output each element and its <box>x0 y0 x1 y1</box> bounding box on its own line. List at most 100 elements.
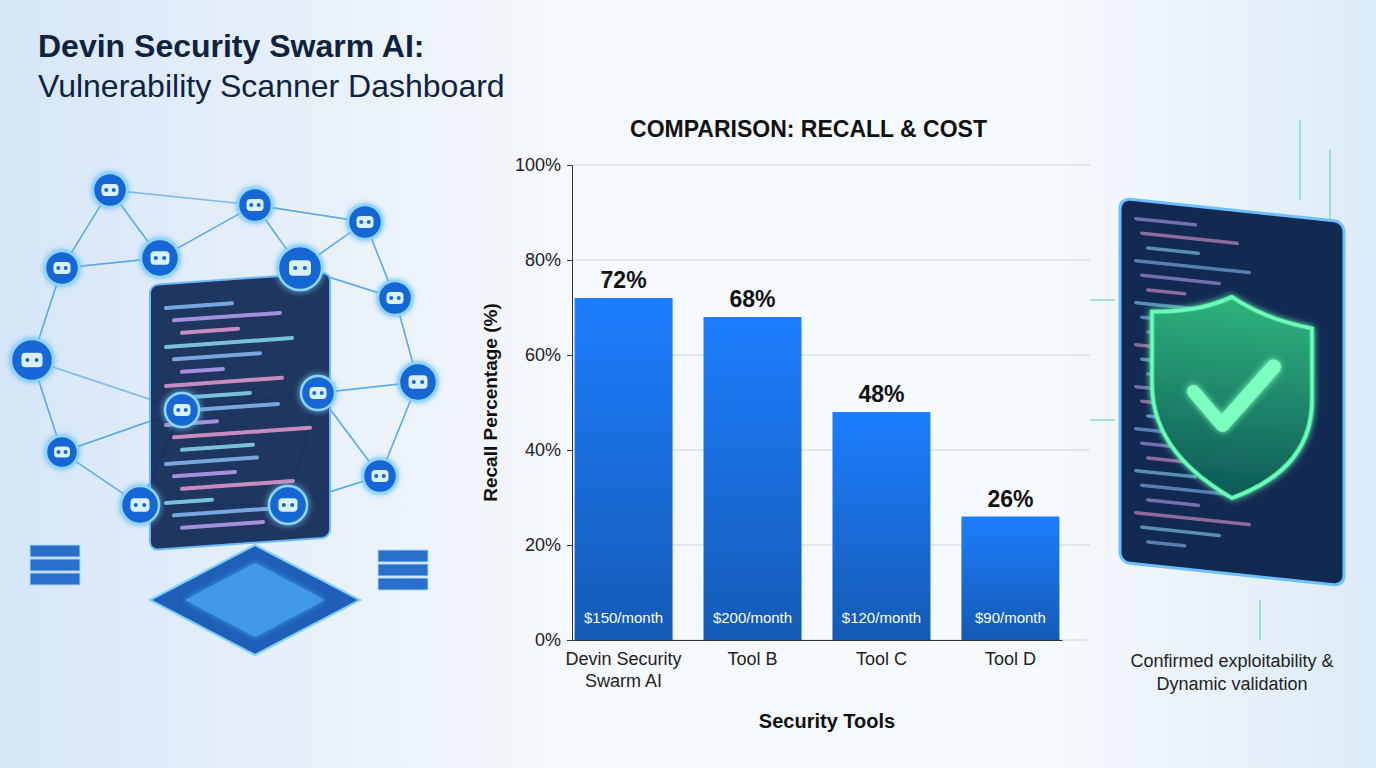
y-axis: 0% 20% 40% 60% 80% 100% <box>515 155 573 650</box>
agent-eye <box>249 203 253 207</box>
y-tick-mark <box>567 260 572 261</box>
agent-circle <box>238 188 272 222</box>
agent-node <box>399 363 437 401</box>
agent-eye <box>367 220 371 224</box>
code-panel-frame <box>150 272 330 550</box>
agent-eye <box>184 408 188 412</box>
text-line: Tool D <box>985 649 1036 669</box>
agent-eye <box>25 358 29 362</box>
bars <box>575 298 1060 640</box>
y-tick-mark <box>567 545 572 546</box>
agent-node <box>141 239 179 277</box>
agent-eye <box>257 203 261 207</box>
agent-eye <box>293 266 297 270</box>
y-tick-mark <box>567 165 572 166</box>
code-line <box>1146 498 1200 507</box>
y-tick: 40% <box>525 440 572 460</box>
platform <box>150 545 360 655</box>
code-line <box>172 506 277 517</box>
text-line: Devin Security <box>566 649 682 669</box>
agent-face <box>387 292 404 304</box>
text-line: Swarm AI <box>585 671 662 691</box>
code-line <box>164 301 234 310</box>
agent-face <box>409 375 428 388</box>
y-tick-label: 80% <box>525 250 561 270</box>
y-tick-label: 100% <box>515 155 561 175</box>
agent-node <box>11 339 53 381</box>
agent-eye <box>374 474 378 478</box>
agent-circle <box>45 251 79 285</box>
server-block <box>378 578 428 590</box>
agent-eye <box>312 391 316 395</box>
agent-node <box>278 246 322 290</box>
agent-eye <box>382 474 386 478</box>
x-tick: Tool C <box>856 640 907 669</box>
agent-circle <box>269 486 307 524</box>
server-block <box>378 564 428 576</box>
agent-eye <box>320 391 324 395</box>
agent-node <box>269 486 307 524</box>
cost-labels: $150/month$200/month$120/month$90/month <box>584 609 1046 626</box>
code-line <box>1140 231 1239 245</box>
background <box>0 0 1376 768</box>
x-tick-label: Devin SecuritySwarm AI <box>566 649 682 691</box>
code-line <box>172 311 282 323</box>
cost-label: $200/month <box>713 609 792 626</box>
text-line: Tool C <box>856 649 907 669</box>
circuit-line <box>1259 600 1261 640</box>
shield-illustration <box>1090 120 1344 640</box>
code-line <box>164 455 259 466</box>
data-label: 72% <box>601 267 647 293</box>
y-tick-label: 40% <box>525 440 561 460</box>
data-label: 48% <box>858 381 904 407</box>
agent-node <box>363 459 397 493</box>
agent-eye <box>162 256 166 260</box>
y-tick: 0% <box>535 630 572 650</box>
network-illustration <box>11 173 437 655</box>
agent-face <box>372 470 389 482</box>
code-line <box>1140 273 1221 285</box>
agent-eye <box>290 503 294 507</box>
bar <box>961 517 1059 641</box>
chart: COMPARISON: RECALL & COST0%20%40%60%80%1… <box>480 116 1090 732</box>
y-tick-label: 0% <box>535 630 561 650</box>
agent-node <box>301 376 335 410</box>
text-line: Confirmed exploitability & <box>1130 651 1333 671</box>
agent-eye <box>420 380 424 384</box>
data-label: 26% <box>987 486 1033 512</box>
y-axis-line <box>567 166 573 641</box>
agent-face <box>174 404 191 416</box>
agent-eye <box>303 266 307 270</box>
grid <box>572 165 1090 640</box>
x-axis-title: Security Tools <box>759 710 895 732</box>
server-block <box>30 573 80 585</box>
agent-node <box>46 436 78 468</box>
bar <box>575 298 673 640</box>
code-line <box>180 367 225 374</box>
y-tick-mark <box>567 640 572 641</box>
x-axis-line <box>573 640 1063 641</box>
agent-face <box>357 216 374 228</box>
y-tick: 100% <box>515 155 572 175</box>
agent-node <box>165 393 199 427</box>
code-line <box>180 443 255 452</box>
y-tick-label: 60% <box>525 345 561 365</box>
bar <box>832 412 930 640</box>
x-tick: Devin SecuritySwarm AI <box>566 640 682 691</box>
circuit-line <box>1090 299 1115 301</box>
y-tick: 20% <box>525 535 572 555</box>
x-tick: Tool D <box>985 640 1036 669</box>
x-tick-label: Tool B <box>728 649 778 669</box>
cost-label: $90/month <box>975 609 1046 626</box>
bar <box>704 317 802 640</box>
y-tick: 60% <box>525 345 572 365</box>
page-title: Devin Security Swarm AI: <box>38 28 425 64</box>
agent-circle <box>141 239 179 277</box>
agent-face <box>310 387 327 399</box>
agent-eye <box>282 503 286 507</box>
agent-eye <box>64 266 68 270</box>
server-block <box>30 559 80 571</box>
chart-svg: Devin Security Swarm AI:Vulnerability Sc… <box>0 0 1376 768</box>
agent-face <box>131 498 150 511</box>
cost-label: $150/month <box>584 609 663 626</box>
